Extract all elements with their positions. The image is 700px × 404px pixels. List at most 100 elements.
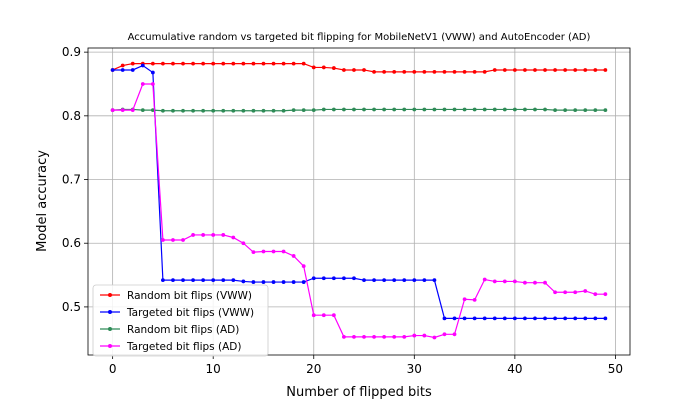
data-point [502, 68, 507, 72]
legend-marker [108, 293, 112, 297]
data-point [120, 108, 125, 113]
data-point [563, 316, 568, 321]
data-point [362, 107, 366, 112]
data-point [261, 249, 266, 254]
data-point [452, 332, 457, 337]
data-point [241, 241, 246, 246]
data-point [523, 280, 527, 285]
data-point [251, 61, 256, 66]
y-tick-label: 0.6 [62, 236, 81, 250]
data-point [140, 82, 145, 86]
data-point [482, 107, 487, 112]
y-tick-label: 0.9 [62, 45, 81, 59]
data-point [342, 276, 346, 281]
data-point [211, 108, 216, 113]
data-point [382, 69, 387, 74]
series-3 [110, 107, 608, 113]
data-point [311, 313, 316, 318]
legend: Random bit flips (VWW) Targeted bit flips… [92, 284, 269, 357]
data-point [502, 279, 507, 284]
data-point [533, 280, 537, 285]
data-point [231, 108, 236, 113]
data-point [161, 108, 165, 113]
data-point [331, 313, 336, 318]
series-4 [110, 82, 608, 340]
data-point [261, 61, 266, 66]
data-point [140, 63, 145, 68]
data-point [583, 316, 588, 321]
data-point [301, 264, 306, 269]
data-point [311, 108, 316, 113]
series-line [112, 108, 606, 112]
data-point [442, 332, 447, 337]
data-point [422, 278, 427, 283]
data-point [251, 108, 256, 113]
data-point [221, 233, 226, 237]
data-point [181, 108, 185, 113]
data-point [342, 334, 346, 339]
data-point [211, 61, 216, 66]
data-point [372, 107, 376, 112]
data-point [231, 61, 236, 66]
data-point [553, 108, 557, 113]
data-point [321, 276, 326, 281]
data-point [462, 107, 467, 112]
data-point [241, 61, 246, 66]
legend-marker [108, 344, 112, 348]
data-point [412, 107, 417, 112]
x-tick-label: 50 [608, 362, 623, 376]
data-point [140, 108, 145, 113]
data-point [291, 280, 296, 284]
series-line [112, 62, 606, 73]
data-point [161, 61, 165, 66]
data-point [432, 278, 437, 283]
data-point [593, 316, 598, 321]
data-point [543, 316, 547, 321]
legend-label: Random bit flips (VWW) [127, 290, 252, 302]
data-point [251, 250, 256, 255]
data-point [512, 316, 517, 321]
data-point [603, 68, 608, 72]
x-tick-label: 10 [206, 362, 221, 376]
data-point [311, 65, 316, 70]
data-point [573, 68, 578, 72]
data-point [211, 278, 216, 283]
legend-item: Random bit flips (VWW) [100, 290, 252, 302]
data-point [563, 290, 568, 295]
data-point [583, 108, 588, 113]
data-point [482, 316, 487, 321]
data-point [352, 107, 356, 112]
data-point [130, 61, 135, 66]
x-tick-label: 0 [109, 362, 117, 376]
data-point [573, 316, 578, 321]
data-point [502, 316, 507, 321]
legend-marker [108, 310, 112, 314]
data-point [432, 107, 437, 112]
data-point [352, 68, 356, 72]
data-point [181, 278, 185, 283]
data-point [563, 68, 568, 72]
data-point [161, 238, 165, 242]
data-point [281, 249, 286, 254]
data-point [392, 334, 397, 339]
legend-label: Targeted bit flips (AD) [126, 341, 241, 353]
data-point [462, 69, 467, 74]
data-point [150, 70, 155, 75]
data-point [321, 107, 326, 112]
data-point [130, 108, 135, 113]
data-point [533, 107, 537, 112]
data-point [573, 108, 578, 113]
data-point [261, 280, 266, 284]
data-point [281, 61, 286, 66]
data-point [553, 290, 557, 295]
data-point [352, 334, 356, 339]
legend-marker [108, 327, 112, 331]
data-point [110, 108, 115, 113]
data-point [301, 108, 306, 113]
data-point [331, 276, 336, 281]
x-tick-label: 30 [407, 362, 422, 376]
data-point [231, 278, 236, 283]
data-point [523, 107, 527, 112]
data-point [120, 63, 125, 68]
